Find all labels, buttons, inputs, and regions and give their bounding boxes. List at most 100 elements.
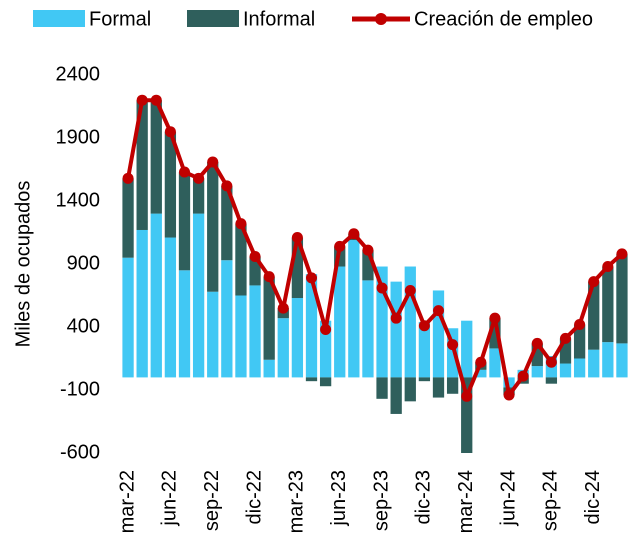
line-marker: [320, 324, 332, 336]
y-tick-label: -600: [60, 441, 100, 463]
bar: [503, 377, 515, 388]
bar: [192, 178, 205, 214]
bar: [446, 328, 459, 378]
line-marker: [164, 126, 176, 138]
bar: [418, 377, 431, 382]
x-tick-label: sep-23: [370, 470, 392, 531]
bar: [432, 290, 445, 378]
line-marker: [362, 244, 374, 256]
line-marker: [179, 166, 190, 178]
bar: [136, 229, 148, 378]
line-marker: [193, 172, 205, 184]
bar: [164, 237, 177, 378]
x-tick-label: dic-22: [243, 470, 265, 524]
bar: [616, 343, 628, 378]
bar: [150, 213, 162, 378]
bar: [376, 266, 388, 378]
bar: [390, 377, 402, 414]
line-marker: [334, 240, 346, 252]
bar: [489, 318, 501, 349]
bar: [334, 266, 346, 378]
bar: [221, 185, 233, 261]
bar: [390, 281, 402, 378]
line-marker: [277, 302, 289, 314]
x-tick-label: dic-24: [582, 470, 604, 524]
bar: [404, 377, 416, 402]
x-tick-label: sep-24: [540, 470, 562, 531]
bar: [277, 318, 289, 378]
bar: [573, 324, 586, 359]
bar: [376, 377, 388, 399]
line-marker: [150, 94, 162, 106]
line-marker: [461, 390, 473, 402]
bar: [122, 178, 134, 258]
line-marker: [489, 312, 501, 324]
bar: [319, 320, 332, 378]
bar: [263, 359, 275, 378]
line-marker: [545, 356, 557, 368]
bar: [616, 253, 628, 344]
y-tick-label: -100: [60, 378, 100, 400]
bar: [178, 270, 191, 378]
x-tick-label: mar-22: [116, 470, 138, 533]
legend-swatch-informal: [187, 10, 239, 27]
bar: [489, 348, 501, 378]
line-marker: [390, 312, 402, 324]
line-marker: [348, 228, 360, 240]
bar: [362, 280, 374, 378]
line-marker: [207, 156, 219, 168]
bar: [150, 100, 162, 214]
bar: [291, 298, 304, 378]
legend-label: Informal: [243, 8, 315, 30]
y-tick-label: 400: [67, 315, 100, 337]
line-marker: [560, 332, 571, 344]
x-tick-label: mar-23: [286, 470, 308, 533]
bar: [249, 256, 261, 286]
y-tick-label: 1900: [56, 126, 101, 148]
bar: [207, 291, 219, 378]
bar: [475, 369, 487, 378]
bar: [235, 295, 247, 378]
line-marker: [136, 94, 148, 106]
bar: [559, 363, 572, 378]
line-marker: [291, 232, 303, 244]
line-marker: [404, 284, 416, 296]
bar: [418, 321, 431, 378]
bar: [446, 377, 459, 394]
bar: [531, 343, 543, 367]
bar: [319, 377, 332, 387]
line-marker: [376, 282, 388, 294]
line-marker: [503, 389, 515, 401]
bar: [531, 366, 543, 378]
line-marker: [122, 172, 134, 184]
y-tick-label: 1400: [56, 189, 101, 211]
bar: [249, 285, 261, 378]
legend-label: Formal: [89, 8, 151, 30]
line-marker: [249, 250, 261, 262]
bar: [602, 342, 614, 378]
line-marker: [588, 276, 600, 288]
bar: [235, 223, 247, 296]
line-marker: [475, 356, 487, 368]
line-marker: [263, 271, 275, 283]
line-marker: [531, 337, 543, 349]
x-tick-label: dic-23: [413, 470, 435, 524]
legend-marker: [375, 13, 387, 25]
line-marker: [418, 320, 430, 332]
y-tick-label: 2400: [56, 63, 101, 85]
bar: [602, 266, 614, 343]
bar: [545, 377, 558, 384]
line-marker: [517, 370, 529, 382]
bar: [362, 250, 374, 281]
line-marker: [221, 180, 233, 192]
x-tick-label: jun-24: [497, 470, 519, 527]
legend-swatch-formal: [33, 10, 85, 27]
bar: [164, 131, 177, 238]
line-marker: [235, 218, 247, 230]
line-marker: [306, 272, 317, 284]
line-marker: [602, 261, 614, 273]
x-tick-label: jun-23: [328, 470, 350, 527]
bar: [305, 274, 318, 378]
bar: [305, 377, 318, 382]
